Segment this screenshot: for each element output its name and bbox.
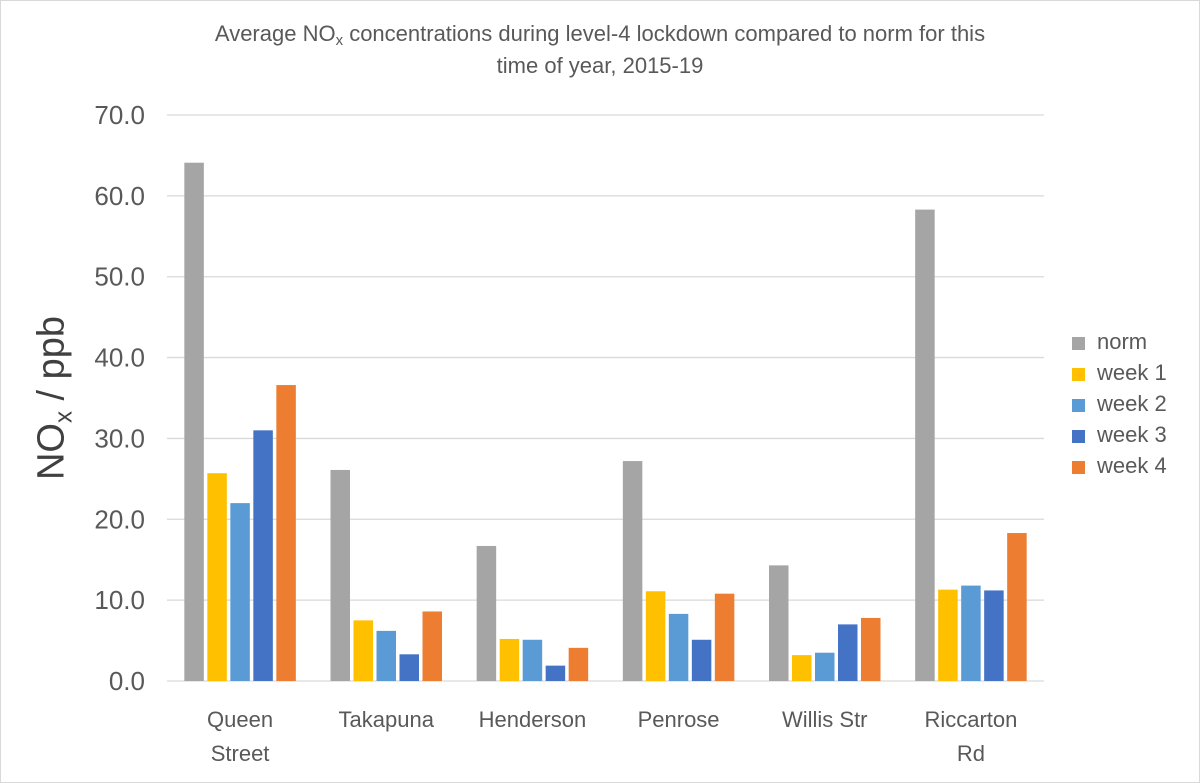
bar-norm — [184, 162, 204, 682]
bar-norm — [769, 565, 789, 681]
bar-week-1 — [645, 591, 666, 681]
bar-week-4 — [714, 593, 735, 681]
x-tick-label: Penrose — [638, 707, 720, 732]
y-tick-label: 60.0 — [94, 181, 145, 211]
bar-norm — [915, 209, 935, 682]
legend-swatch — [1072, 337, 1085, 350]
y-tick-label: 20.0 — [94, 504, 145, 534]
bar-week-3 — [399, 654, 419, 681]
bar-week-2 — [230, 503, 250, 681]
x-tick-label: Queen — [207, 707, 273, 732]
bar-week-4 — [568, 647, 589, 681]
y-tick-label: 40.0 — [94, 343, 145, 373]
chart-title-subscript: x — [335, 32, 344, 49]
y-tick-label: 70.0 — [94, 100, 145, 130]
legend-swatch — [1072, 461, 1085, 474]
legend-label: week 4 — [1097, 453, 1167, 478]
y-tick-label: 10.0 — [94, 585, 145, 615]
legend-swatch — [1072, 368, 1085, 381]
bar-week-2 — [815, 652, 835, 681]
y-tick-label: 50.0 — [94, 262, 145, 292]
legend-item: week 4 — [1062, 452, 1192, 483]
legend-item: norm — [1062, 328, 1192, 359]
x-tick-label: Street — [211, 741, 270, 766]
legend-label: week 1 — [1097, 360, 1167, 385]
chart-title-part: Average NO — [214, 21, 336, 46]
legend-label: norm — [1097, 329, 1148, 354]
legend-item: week 3 — [1062, 421, 1192, 452]
legend-item: week 1 — [1062, 359, 1192, 390]
x-tick-label: Rd — [957, 741, 985, 766]
bar-week-4 — [861, 617, 881, 681]
legend-swatch — [1072, 430, 1085, 443]
bar-week-1 — [207, 473, 227, 681]
x-tick-label: Takapuna — [339, 707, 435, 732]
chart-title: Average NOx concentrations during level-… — [100, 18, 1100, 82]
x-tick-label: Willis Str — [782, 707, 868, 732]
bar-week-4 — [422, 611, 442, 681]
bar-week-3 — [253, 430, 273, 681]
bar-week-2 — [522, 639, 543, 681]
bar-week-1 — [499, 638, 520, 681]
chart-title-line2: time of year, 2015-19 — [496, 53, 704, 78]
legend-label: week 2 — [1097, 391, 1167, 416]
bar-week-2 — [376, 630, 396, 681]
bar-week-2 — [668, 613, 689, 681]
chart-title-part: concentrations during level-4 lockdown c… — [343, 21, 986, 46]
x-tick-label: Henderson — [479, 707, 587, 732]
bar-week-1 — [353, 620, 373, 681]
legend-item: week 2 — [1062, 390, 1192, 421]
bar-week-1 — [938, 589, 958, 681]
bar-norm — [476, 545, 497, 681]
chart-legend: norm week 1 week 2 week 3 week 4 — [1062, 328, 1192, 483]
bar-week-4 — [276, 385, 296, 681]
y-tick-label: 30.0 — [94, 423, 145, 453]
bar-week-4 — [1007, 533, 1027, 681]
bar-week-2 — [961, 585, 981, 681]
legend-swatch — [1072, 399, 1085, 412]
legend-label: week 3 — [1097, 422, 1167, 447]
x-tick-label: Riccarton — [924, 707, 1017, 732]
bar-norm — [330, 469, 350, 681]
bar-week-1 — [792, 655, 812, 681]
bar-week-3 — [838, 624, 858, 681]
bar-week-3 — [545, 665, 566, 681]
bar-week-3 — [984, 590, 1004, 681]
bar-norm — [622, 461, 643, 681]
y-tick-label: 0.0 — [109, 666, 145, 696]
bar-week-3 — [691, 639, 712, 681]
